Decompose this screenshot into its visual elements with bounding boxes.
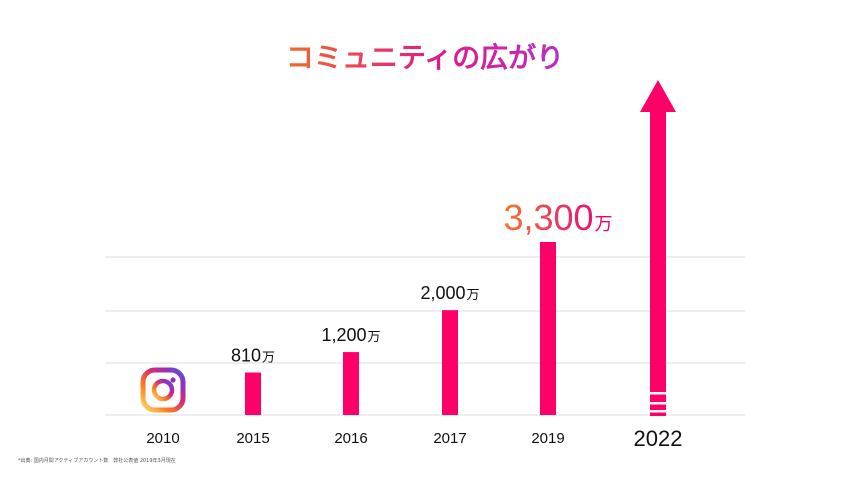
data-label-2017: 2,000万 [420,283,479,303]
data-value-2019: 3,300 [503,197,593,238]
bar-2019 [540,242,556,415]
x-tick-2010: 2010 [146,430,179,447]
x-axis-ticks: 2010 2015 2016 2017 2019 2022 [146,426,682,451]
instagram-logo-icon [140,367,186,413]
x-tick-2022: 2022 [634,426,683,451]
category-markers [140,80,676,416]
growth-arrow-icon [640,80,676,416]
footnote: *出典: 国内月間アクティブアカウント数 弊社公表値 2019年3月現在 [18,457,176,464]
data-label-2016: 1,200万 [321,325,380,345]
data-unit-2017: 万 [467,288,480,303]
data-label-2019: 3,300万 [503,197,612,238]
data-unit-2019: 万 [595,214,613,235]
data-label-2015: 810万 [231,346,275,366]
data-value-2017: 2,000 [420,283,465,303]
bar-2017 [442,310,458,415]
x-tick-2016: 2016 [334,430,367,447]
bar-2016 [343,352,359,415]
bars [245,242,556,415]
x-tick-2015: 2015 [236,430,269,447]
chart-title: コミュニティの広がり [286,41,564,74]
data-unit-2016: 万 [368,330,381,345]
x-tick-2017: 2017 [433,430,466,447]
data-value-2016: 1,200 [321,325,366,345]
data-unit-2015: 万 [262,351,275,366]
bar-2015 [245,372,261,415]
data-value-2015: 810 [231,346,261,366]
gridlines [105,256,745,416]
x-tick-2019: 2019 [531,430,564,447]
